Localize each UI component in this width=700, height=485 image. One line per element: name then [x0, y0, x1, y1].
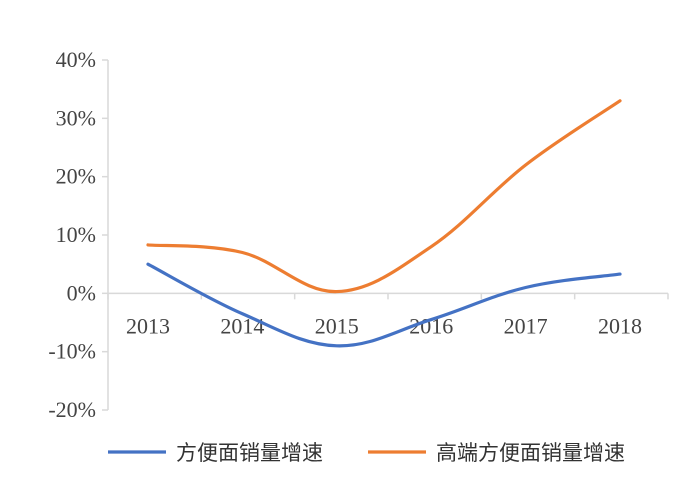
- x-tick-label: 2015: [315, 313, 359, 338]
- y-tick-label: 40%: [56, 47, 96, 72]
- y-tick-label: 20%: [56, 164, 96, 189]
- x-tick-label: 2013: [126, 313, 170, 338]
- y-tick-label: -20%: [48, 397, 96, 422]
- x-tick-label: 2018: [598, 313, 642, 338]
- y-tick-label: 0%: [67, 280, 96, 305]
- y-tick-label: 10%: [56, 222, 96, 247]
- series-line-1: [146, 262, 622, 348]
- y-axis: 40% 30% 20% 10% 0% -10% -20%: [48, 47, 109, 422]
- y-tick-label: 30%: [56, 105, 96, 130]
- series-layer: [146, 99, 622, 348]
- legend-label-2: 高端方便面销量增速: [436, 441, 625, 465]
- legend-label-1: 方便面销量增速: [176, 441, 323, 465]
- series-line-2: [146, 99, 622, 294]
- x-axis: 2013 2014 2015 2016 2017 2018: [107, 292, 669, 338]
- y-tick-label: -10%: [48, 339, 96, 364]
- x-tick-label: 2017: [504, 313, 548, 338]
- x-tick-label: 2014: [220, 313, 264, 338]
- legend: 方便面销量增速 高端方便面销量增速: [108, 441, 625, 465]
